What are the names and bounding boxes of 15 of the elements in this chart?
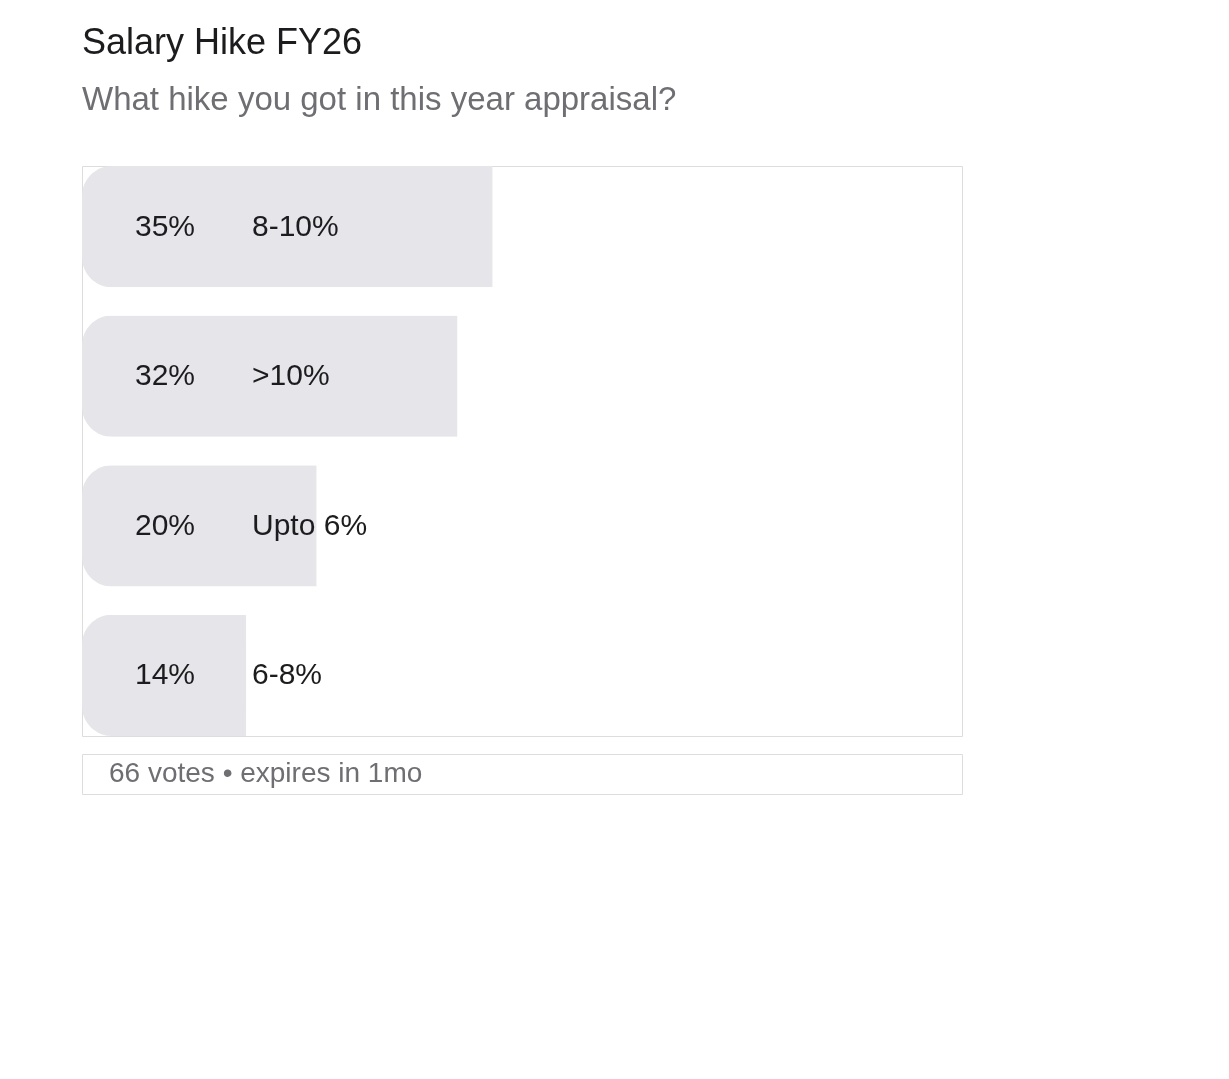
- y-tick-label: >10%: [252, 358, 330, 392]
- bar: [82, 315, 458, 437]
- data-label: 20%: [135, 507, 196, 541]
- y-tick-label: Upto 6%: [252, 507, 368, 541]
- bar: [82, 614, 247, 736]
- data-label: 35%: [135, 208, 196, 242]
- data-label: 14%: [135, 657, 196, 691]
- chart-title: Salary Hike FY26: [82, 21, 363, 62]
- y-tick-label: 6-8%: [252, 657, 323, 691]
- text: 66 votes • expires in 1mo: [109, 757, 423, 788]
- bar: [82, 465, 317, 587]
- bar: [82, 166, 493, 288]
- y-tick-label: 8-10%: [252, 208, 339, 242]
- chart-subtitle: What hike you got in this year appraisal?: [82, 80, 677, 117]
- data-label: 32%: [135, 358, 196, 392]
